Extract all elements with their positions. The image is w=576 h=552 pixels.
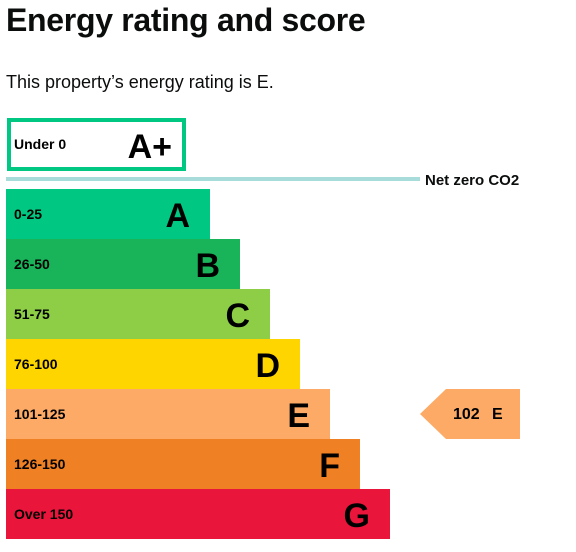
band-b-range: 26-50 (14, 256, 50, 272)
band-a-plus-range: Under 0 (14, 136, 66, 152)
band-d-bar (6, 339, 300, 389)
band-f-bar (6, 439, 360, 489)
current-rating-arrow (420, 389, 520, 439)
current-score: 102 (453, 406, 480, 423)
energy-rating-summary: This property’s energy rating is E. (6, 72, 274, 92)
band-b-bar (6, 239, 240, 289)
current-score-letter: E (492, 406, 503, 423)
band-f-range: 126-150 (14, 456, 66, 472)
band-e-range: 101-125 (14, 406, 66, 422)
band-a-bar (6, 189, 210, 239)
band-g-bar (6, 489, 390, 539)
band-e-letter: E (287, 397, 310, 435)
band-c-bar (6, 289, 270, 339)
band-a-plus-letter: A+ (128, 128, 172, 166)
net-zero-line (6, 177, 420, 181)
band-a-range: 0-25 (14, 206, 42, 222)
page-title: Energy rating and score (6, 2, 366, 38)
band-g-letter: G (344, 497, 370, 535)
band-c-range: 51-75 (14, 306, 50, 322)
band-d-range: 76-100 (14, 356, 58, 372)
band-e-bar (6, 389, 330, 439)
band-b-letter: B (195, 247, 220, 285)
band-g-range: Over 150 (14, 506, 73, 522)
band-a-plus-box (7, 118, 186, 171)
band-c-letter: C (225, 297, 250, 335)
band-d-letter: D (255, 347, 280, 385)
band-f-letter: F (319, 447, 340, 485)
band-a-letter: A (165, 197, 190, 235)
net-zero-label: Net zero CO2 (425, 172, 519, 189)
